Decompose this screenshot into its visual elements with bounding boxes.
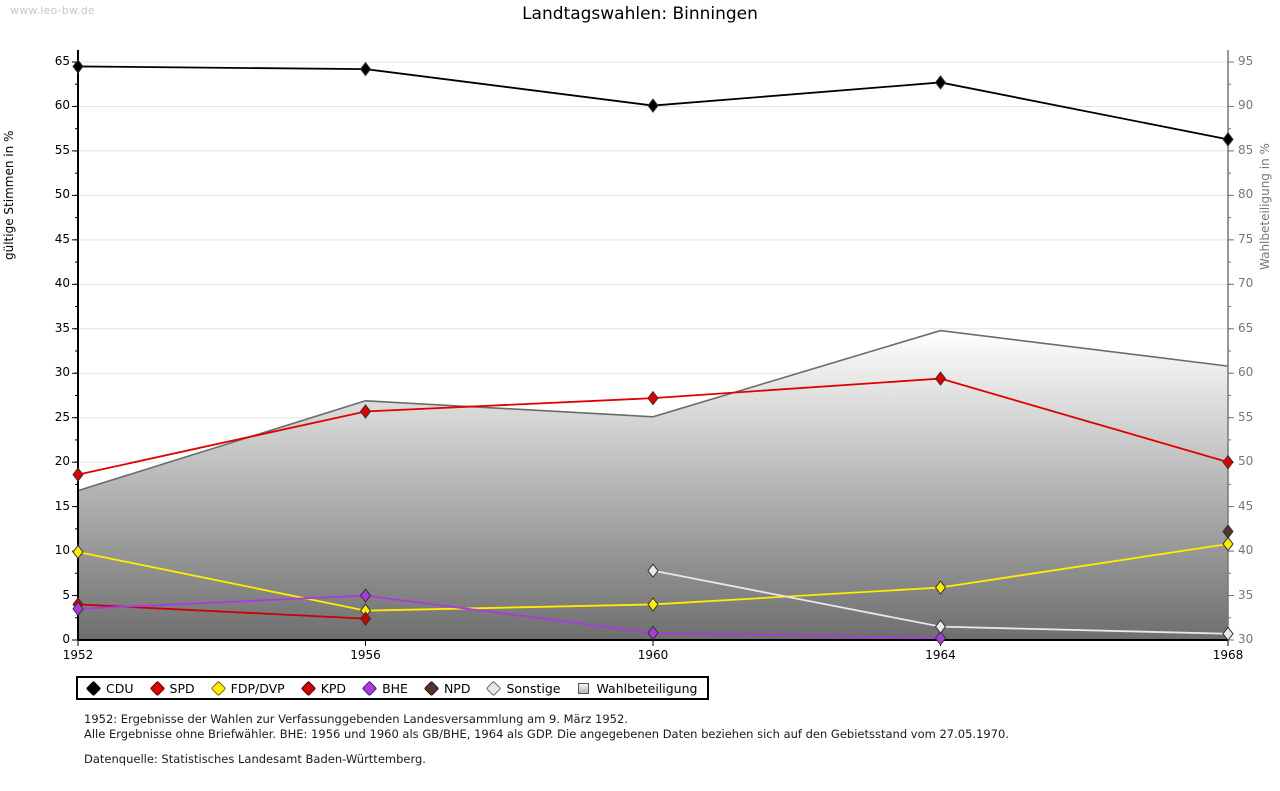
x-axis-tick: 1964: [925, 648, 956, 662]
legend-diamond-icon: [361, 680, 378, 696]
x-axis-tick: 1960: [637, 648, 669, 662]
chart-svg: [72, 50, 1234, 646]
footnote-line: 1952: Ergebnisse der Wahlen zur Verfassu…: [84, 712, 628, 726]
legend-label: KPD: [320, 680, 347, 696]
legend-item-bhe[interactable]: BHE: [361, 680, 408, 696]
legend-diamond-icon: [85, 680, 102, 696]
right-axis-tick: 70: [1238, 276, 1254, 291]
right-axis-tick: 65: [1238, 320, 1254, 335]
legend-label: NPD: [443, 680, 471, 696]
left-axis-tick: 5: [62, 587, 70, 602]
right-axis-tick: 80: [1238, 187, 1254, 202]
left-axis-tick: 55: [54, 142, 70, 157]
data-source: Datenquelle: Statistisches Landesamt Bad…: [84, 752, 426, 766]
right-axis-tick: 35: [1238, 587, 1254, 602]
left-axis-tick: 15: [54, 498, 70, 513]
legend-item-cdu[interactable]: CDU: [85, 680, 134, 696]
x-axis-tick: 1968: [1212, 648, 1244, 662]
legend-label: Sonstige: [506, 680, 561, 696]
right-axis-tick: 50: [1238, 454, 1254, 469]
legend-item-fdp-dvp[interactable]: FDP/DVP: [210, 680, 285, 696]
footnote-line: Alle Ergebnisse ohne Briefwähler. BHE: 1…: [84, 727, 1009, 741]
legend-diamond-icon: [300, 680, 316, 696]
left-axis-tick: 50: [54, 187, 70, 202]
legend-diamond-icon: [486, 680, 502, 696]
left-axis-tick: 40: [54, 276, 70, 291]
left-axis-tick: 30: [54, 365, 70, 380]
left-axis-tick: 35: [54, 320, 70, 335]
right-axis-tick: 60: [1238, 365, 1254, 380]
left-axis-tick: 60: [54, 98, 70, 113]
legend-item-npd[interactable]: NPD: [423, 680, 471, 696]
right-axis-tick: 85: [1238, 142, 1254, 157]
legend-item-sonstige[interactable]: Sonstige: [486, 680, 561, 696]
legend-swatch-icon: [578, 682, 590, 694]
right-axis-tick: 30: [1238, 632, 1254, 646]
legend-label: BHE: [382, 680, 408, 696]
left-axis-label: gültige Stimmen in %: [2, 130, 16, 260]
x-axis-tick: 1952: [62, 648, 94, 662]
left-axis-tick: 0: [62, 632, 70, 646]
legend-item-kpd[interactable]: KPD: [300, 680, 347, 696]
legend-label: Wahlbeteiligung: [596, 680, 698, 696]
right-axis-tick: 55: [1238, 409, 1254, 424]
legend-diamond-icon: [149, 680, 165, 696]
legend-item-wahlbeteiligung[interactable]: Wahlbeteiligung: [578, 681, 697, 696]
chart-plot-area: gültige Stimmen in % Wahlbeteiligung in …: [2, 50, 1272, 662]
legend-item-spd[interactable]: SPD: [149, 680, 195, 696]
left-axis-tick: 20: [54, 454, 70, 469]
right-axis-tick: 40: [1238, 543, 1254, 558]
right-axis-tick: 95: [1238, 54, 1254, 68]
x-axis-tick: 1956: [350, 648, 381, 662]
legend-diamond-icon: [423, 680, 440, 696]
footnotes: 1952: Ergebnisse der Wahlen zur Verfassu…: [84, 712, 1009, 742]
right-axis-label: Wahlbeteiligung in %: [1258, 143, 1272, 270]
right-axis-tick: 90: [1238, 98, 1254, 113]
left-axis-tick: 10: [54, 543, 70, 558]
page-title: Landtagswahlen: Binningen: [522, 4, 758, 24]
right-axis-tick: 75: [1238, 231, 1254, 246]
legend-label: FDP/DVP: [230, 680, 285, 696]
watermark: www.leo-bw.de: [10, 4, 96, 17]
legend-diamond-icon: [210, 680, 226, 696]
legend-label: SPD: [169, 680, 195, 696]
chart-legend: CDU SPD FDP/DVP KPD BHE NPD Sonstige Wahlbeteil…: [76, 676, 710, 700]
left-axis-tick: 45: [54, 231, 70, 246]
legend-label: CDU: [106, 680, 134, 696]
right-axis-tick: 45: [1238, 498, 1254, 513]
left-axis-tick: 65: [54, 54, 70, 68]
left-axis-tick: 25: [54, 409, 70, 424]
